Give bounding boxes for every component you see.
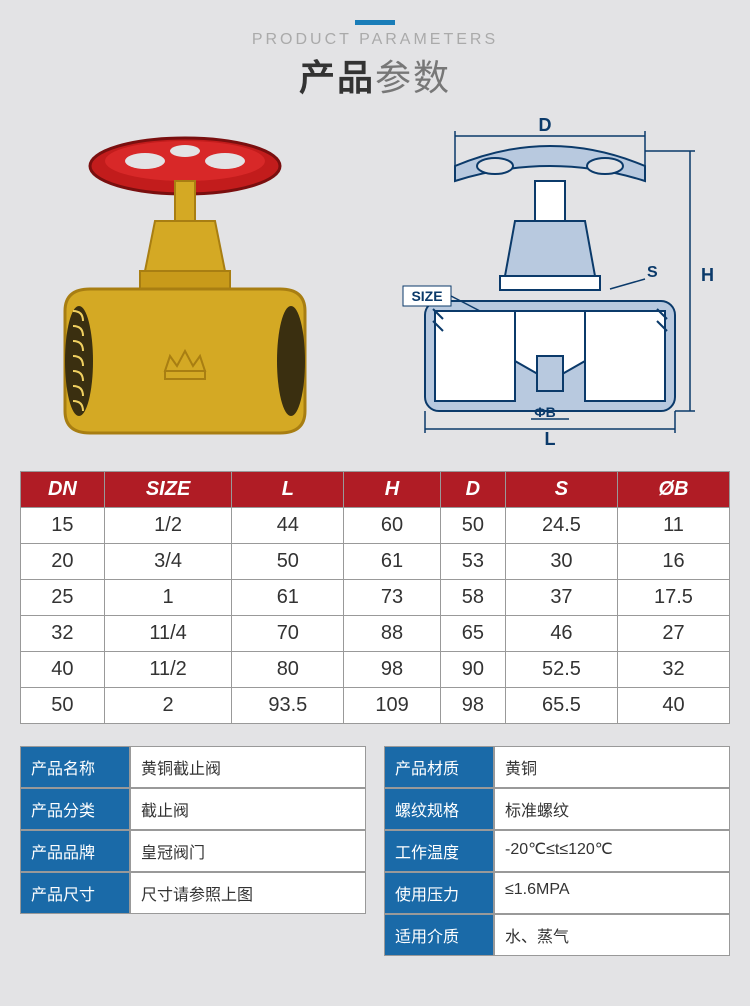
dim-label-h: H	[701, 265, 714, 285]
table-row: 151/244605024.511	[21, 508, 730, 544]
info-label: 适用介质	[384, 914, 494, 956]
header-title-cn: 产品参数	[20, 49, 730, 101]
info-value: -20℃≤t≤120℃	[494, 830, 730, 872]
info-value: 截止阀	[130, 788, 366, 830]
spec-cell: 24.5	[505, 508, 617, 544]
spec-cell: 37	[505, 580, 617, 616]
spec-cell: 65	[440, 616, 505, 652]
info-value: 水、蒸气	[494, 914, 730, 956]
spec-cell: 11/4	[104, 616, 231, 652]
header: PRODUCT PARAMETERS 产品参数	[20, 20, 730, 101]
info-value: 标准螺纹	[494, 788, 730, 830]
table-row: 4011/280989052.532	[21, 652, 730, 688]
spec-cell: 88	[344, 616, 440, 652]
info-label: 产品材质	[384, 746, 494, 788]
spec-cell: 25	[21, 580, 105, 616]
spec-col-0: DN	[21, 472, 105, 508]
spec-cell: 93.5	[232, 688, 344, 724]
header-title-thin: 参数	[375, 57, 451, 98]
spec-cell: 80	[232, 652, 344, 688]
dim-label-phib: ΦB	[534, 404, 556, 420]
info-value: 黄铜	[494, 746, 730, 788]
spec-cell: 40	[617, 688, 729, 724]
info-label: 产品分类	[20, 788, 130, 830]
info-value: ≤1.6MPA	[494, 872, 730, 914]
info-label: 产品尺寸	[20, 872, 130, 914]
spec-cell: 15	[21, 508, 105, 544]
spec-cell: 44	[232, 508, 344, 544]
spec-col-1: SIZE	[104, 472, 231, 508]
spec-cell: 98	[344, 652, 440, 688]
figure-row: D H L ΦB S SIZE	[20, 111, 730, 451]
spec-cell: 52.5	[505, 652, 617, 688]
spec-table: DNSIZELHDSØB 151/244605024.511203/450615…	[20, 471, 730, 724]
spec-cell: 40	[21, 652, 105, 688]
info-label: 使用压力	[384, 872, 494, 914]
info-value: 皇冠阀门	[130, 830, 366, 872]
info-row: 产品分类截止阀螺纹规格标准螺纹	[20, 788, 730, 830]
spec-cell: 1/2	[104, 508, 231, 544]
spec-cell: 20	[21, 544, 105, 580]
spec-cell: 90	[440, 652, 505, 688]
spec-cell: 58	[440, 580, 505, 616]
spec-cell: 16	[617, 544, 729, 580]
spec-cell: 65.5	[505, 688, 617, 724]
spec-cell: 3/4	[104, 544, 231, 580]
spec-cell: 30	[505, 544, 617, 580]
spec-cell: 61	[344, 544, 440, 580]
spec-cell: 2	[104, 688, 231, 724]
dim-label-d: D	[539, 115, 552, 135]
product-photo	[35, 111, 335, 451]
spec-cell: 32	[617, 652, 729, 688]
spec-cell: 73	[344, 580, 440, 616]
info-value: 尺寸请参照上图	[130, 872, 366, 914]
spec-cell: 11/2	[104, 652, 231, 688]
spec-cell: 61	[232, 580, 344, 616]
spec-cell: 11	[617, 508, 729, 544]
table-row: 203/45061533016	[21, 544, 730, 580]
info-label: 工作温度	[384, 830, 494, 872]
dim-label-size: SIZE	[411, 288, 442, 304]
info-tables: 产品名称黄铜截止阀产品材质黄铜产品分类截止阀螺纹规格标准螺纹产品品牌皇冠阀门工作…	[20, 746, 730, 956]
spec-col-4: D	[440, 472, 505, 508]
spec-cell: 50	[232, 544, 344, 580]
info-label: 产品品牌	[20, 830, 130, 872]
spec-cell: 70	[232, 616, 344, 652]
spec-cell: 50	[440, 508, 505, 544]
spec-cell: 60	[344, 508, 440, 544]
dim-label-l: L	[545, 429, 556, 449]
info-row: 产品名称黄铜截止阀产品材质黄铜	[20, 746, 730, 788]
info-label: 产品名称	[20, 746, 130, 788]
spec-cell: 98	[440, 688, 505, 724]
spec-col-6: ØB	[617, 472, 729, 508]
spec-col-2: L	[232, 472, 344, 508]
info-label: 螺纹规格	[384, 788, 494, 830]
technical-diagram: D H L ΦB S SIZE	[385, 111, 715, 451]
spec-cell: 32	[21, 616, 105, 652]
spec-cell: 109	[344, 688, 440, 724]
header-subtitle-en: PRODUCT PARAMETERS	[20, 31, 730, 49]
spec-col-5: S	[505, 472, 617, 508]
info-row: 产品尺寸尺寸请参照上图使用压力≤1.6MPA	[20, 872, 730, 914]
info-row: 产品品牌皇冠阀门工作温度-20℃≤t≤120℃	[20, 830, 730, 872]
spec-cell: 50	[21, 688, 105, 724]
header-title-bold: 产品	[299, 57, 375, 98]
dim-label-s: S	[647, 264, 658, 281]
header-accent	[355, 20, 395, 25]
info-value: 黄铜截止阀	[130, 746, 366, 788]
table-row: 50293.51099865.540	[21, 688, 730, 724]
info-row: 适用介质水、蒸气	[20, 914, 730, 956]
spec-cell: 27	[617, 616, 729, 652]
spec-cell: 17.5	[617, 580, 729, 616]
spec-cell: 46	[505, 616, 617, 652]
spec-col-3: H	[344, 472, 440, 508]
table-row: 2516173583717.5	[21, 580, 730, 616]
spec-cell: 53	[440, 544, 505, 580]
spec-cell: 1	[104, 580, 231, 616]
table-row: 3211/47088654627	[21, 616, 730, 652]
